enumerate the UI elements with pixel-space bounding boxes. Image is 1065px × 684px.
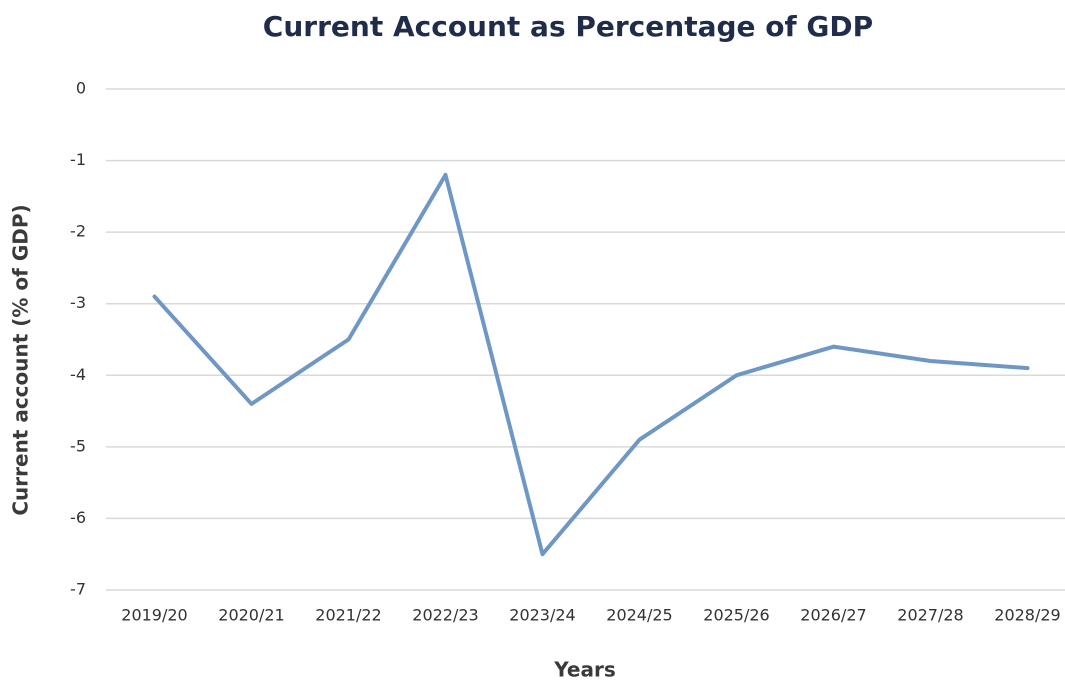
chart-title: Current Account as Percentage of GDP (263, 10, 873, 43)
x-tick-label: 2019/20 (121, 606, 187, 625)
y-tick-label: -3 (70, 293, 86, 312)
y-tick-label: -4 (70, 365, 86, 384)
x-tick-label: 2023/24 (509, 606, 575, 625)
y-tick-label: -1 (70, 150, 86, 169)
x-tick-label: 2027/28 (897, 606, 963, 625)
y-tick-label: -6 (70, 508, 86, 527)
y-tick-label: 0 (76, 79, 86, 98)
line-series (152, 172, 1030, 557)
x-tick-label: 2022/23 (412, 606, 478, 625)
x-tick-label: 2026/27 (800, 606, 866, 625)
y-tick-label: -2 (70, 222, 86, 241)
x-tick-label: 2025/26 (703, 606, 769, 625)
x-tick-label: 2020/21 (218, 606, 284, 625)
x-axis-title: Years (553, 658, 615, 682)
y-axis-title: Current account (% of GDP) (9, 204, 33, 515)
x-tick-label: 2021/22 (315, 606, 381, 625)
x-tick-label: 2024/25 (606, 606, 672, 625)
y-tick-label: -5 (70, 436, 86, 455)
x-tick-label: 2028/29 (994, 606, 1060, 625)
y-tick-label: -7 (70, 580, 86, 599)
